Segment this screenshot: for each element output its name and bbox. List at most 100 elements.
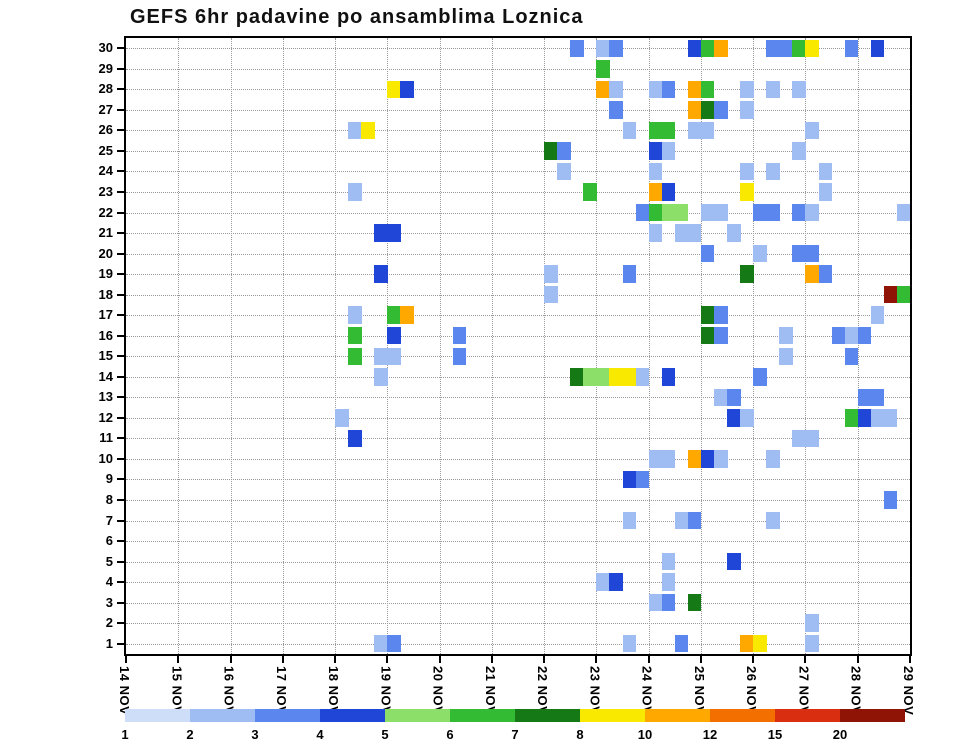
colorbar-tick-label: 4 xyxy=(316,727,324,742)
colorbar-tick-label: 12 xyxy=(702,727,718,742)
gridline-horizontal xyxy=(126,520,910,522)
gridline-vertical xyxy=(387,38,389,654)
heatmap-cell xyxy=(805,39,820,58)
heatmap-cell xyxy=(648,450,663,468)
heatmap-cell xyxy=(374,368,388,386)
heatmap-cell xyxy=(387,224,401,242)
gridline-horizontal xyxy=(126,602,910,604)
heatmap-cell xyxy=(648,162,663,181)
x-axis-tick xyxy=(804,656,807,663)
heatmap-cell xyxy=(805,429,820,448)
heatmap-cell xyxy=(753,368,767,386)
heatmap-cell xyxy=(805,244,820,263)
heatmap-cell xyxy=(844,409,859,427)
x-axis-tick xyxy=(647,656,650,663)
heatmap-cell xyxy=(687,121,702,140)
heatmap-cell xyxy=(792,80,806,99)
y-tick-label: 12 xyxy=(98,409,113,425)
heatmap-cell xyxy=(400,306,414,324)
colorbar-segment xyxy=(840,709,905,722)
heatmap-cell xyxy=(753,634,767,653)
plot-frame xyxy=(124,36,912,656)
x-axis-tick xyxy=(177,656,180,663)
heatmap-cell xyxy=(779,347,793,366)
gridline-vertical xyxy=(805,38,807,654)
heatmap-cell xyxy=(714,39,728,58)
heatmap-cell xyxy=(596,368,610,386)
x-tick-label: 26 NOV xyxy=(744,666,760,716)
gridline-horizontal xyxy=(126,356,910,358)
y-tick-label: 14 xyxy=(98,368,113,384)
heatmap-cell xyxy=(857,326,872,345)
y-axis-tick xyxy=(117,149,124,152)
gridline-horizontal xyxy=(126,89,910,91)
heatmap-cell xyxy=(870,409,885,427)
heatmap-cell xyxy=(648,142,663,160)
heatmap-cell xyxy=(870,39,885,58)
heatmap-cell xyxy=(570,39,584,58)
y-tick-label: 16 xyxy=(98,327,113,343)
y-tick-label: 11 xyxy=(99,430,113,446)
heatmap-cell xyxy=(609,101,624,119)
gridline-vertical xyxy=(648,38,650,654)
heatmap-cell xyxy=(609,80,624,99)
heatmap-cell xyxy=(740,265,754,283)
heatmap-cell xyxy=(740,80,754,99)
heatmap-cell xyxy=(622,634,637,653)
heatmap-cell xyxy=(700,244,715,263)
y-axis-tick xyxy=(117,478,124,481)
y-axis-tick xyxy=(117,540,124,543)
gridline-vertical xyxy=(282,38,284,654)
colorbar-tick-label: 7 xyxy=(511,727,519,742)
heatmap-cell xyxy=(779,326,793,345)
y-tick-label: 30 xyxy=(98,40,113,56)
heatmap-cell xyxy=(700,326,715,345)
heatmap-cell xyxy=(883,285,898,304)
y-tick-label: 13 xyxy=(98,389,113,405)
gridline-horizontal xyxy=(126,150,910,152)
x-tick-label: 19 NOV xyxy=(378,666,394,716)
heatmap-cell xyxy=(674,511,689,530)
heatmap-cell xyxy=(648,80,663,99)
x-tick-label: 29 NOV xyxy=(901,666,916,716)
chart-title: GEFS 6hr padavine po ansamblima Loznica xyxy=(130,6,584,28)
x-tick-label: 21 NOV xyxy=(482,666,498,716)
heatmap-cell xyxy=(687,39,702,58)
heatmap-cell xyxy=(661,573,676,591)
heatmap-cell xyxy=(661,368,676,386)
heatmap-cell xyxy=(400,80,414,99)
heatmap-cell xyxy=(622,368,637,386)
heatmap-cell xyxy=(374,634,388,653)
gridline-horizontal xyxy=(126,294,910,296)
heatmap-cell xyxy=(674,203,689,222)
colorbar-tick-label: 5 xyxy=(381,727,389,742)
heatmap-cell xyxy=(674,634,689,653)
x-tick-label: 22 NOV xyxy=(535,666,551,716)
heatmap-cell xyxy=(609,368,624,386)
gridline-horizontal xyxy=(126,417,910,419)
heatmap-cell xyxy=(361,121,375,140)
y-axis-tick xyxy=(117,355,124,358)
gridline-vertical xyxy=(857,38,859,654)
heatmap-cell xyxy=(740,634,754,653)
y-tick-label: 3 xyxy=(105,594,113,610)
x-axis-tick xyxy=(752,656,755,663)
y-axis-tick xyxy=(117,129,124,132)
gridline-horizontal xyxy=(126,438,910,440)
colorbar-segment xyxy=(515,709,580,722)
colorbar-segment xyxy=(645,709,710,722)
heatmap-cell xyxy=(753,244,767,263)
heatmap-cell xyxy=(714,306,728,324)
y-axis-tick xyxy=(117,67,124,70)
y-axis-tick xyxy=(117,519,124,522)
x-tick-label: 23 NOV xyxy=(587,666,603,716)
heatmap-cell xyxy=(818,183,833,201)
gridline-horizontal xyxy=(126,376,910,378)
heatmap-cell xyxy=(818,162,833,181)
heatmap-cell xyxy=(387,80,401,99)
heatmap-cell xyxy=(766,450,780,468)
heatmap-cell xyxy=(609,39,624,58)
x-axis-tick xyxy=(281,656,284,663)
y-axis-tick xyxy=(117,396,124,399)
y-tick-label: 4 xyxy=(105,574,113,590)
